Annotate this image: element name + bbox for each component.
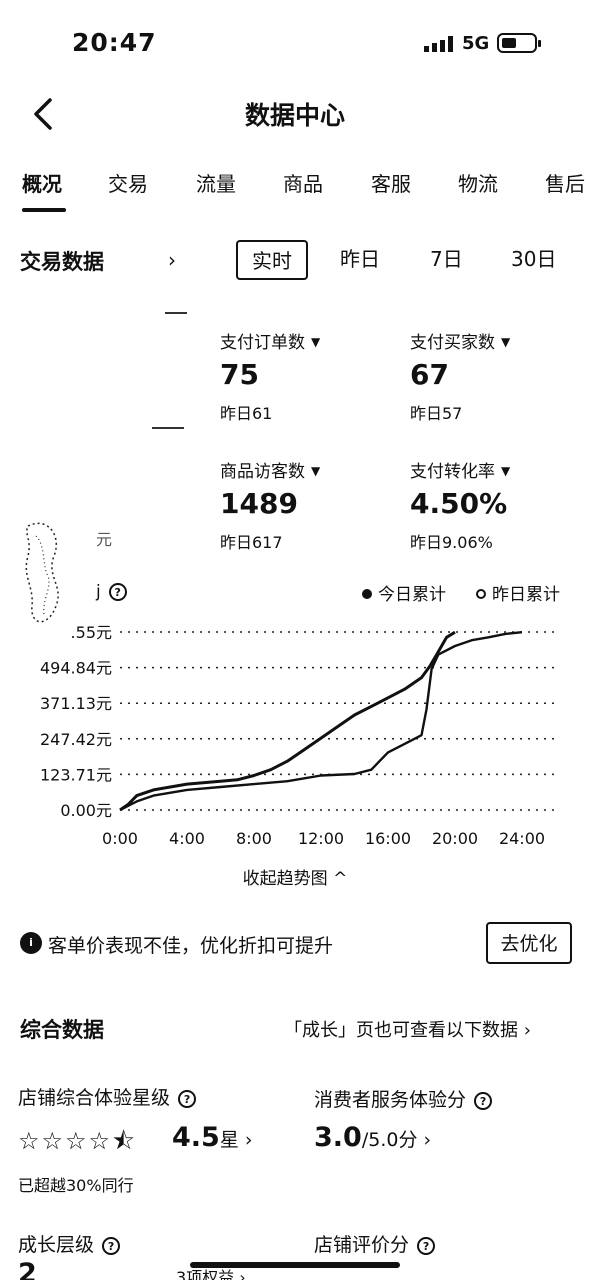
active-tab-indicator — [22, 208, 66, 212]
series-line-yesterday — [119, 631, 523, 812]
legend-today: 今日累计 — [362, 580, 446, 605]
metric-sub-conversion: 昨日9.06% — [410, 533, 493, 552]
x-tick-label: 4:00 — [169, 829, 205, 848]
collapse-chart-button[interactable]: 收起趋势图 ^ — [242, 869, 348, 889]
tab-bar: 概况 交易 流量 商品 客服 物流 售后 — [0, 164, 590, 216]
x-tick-label: 12:00 — [298, 829, 344, 848]
overview-title: 综合数据 — [20, 1018, 104, 1042]
tab-customer-service[interactable]: 客服 — [371, 172, 411, 196]
growth-level-value: 2 — [18, 1258, 37, 1280]
x-tick-label: 0:00 — [102, 829, 138, 848]
divider — [152, 427, 184, 429]
status-time: 20:47 — [72, 28, 157, 57]
y-tick-label: 123.71元 — [40, 765, 112, 784]
metric-sub-orders: 昨日61 — [220, 404, 273, 423]
redacted-scribble — [25, 522, 59, 623]
y-tick-label: 371.13元 — [40, 694, 112, 713]
range-7day-button[interactable]: 7日 — [430, 247, 463, 271]
store-rating-note: 已超越30%同行 — [18, 1176, 134, 1195]
metric-value-orders: 75 — [220, 358, 259, 391]
page-title: 数据中心 — [244, 101, 345, 130]
y-tick-label: 0.00元 — [60, 801, 112, 820]
tip-text: 客单价表现不佳，优化折扣可提升 — [48, 935, 334, 957]
trade-data-title[interactable]: 交易数据 — [20, 250, 104, 274]
metric-value-buyers: 67 — [410, 358, 449, 391]
help-icon[interactable]: ? — [417, 1237, 436, 1255]
chart-title-partial: j? — [96, 582, 127, 602]
y-tick-label: .55元 — [71, 623, 112, 642]
info-icon: i — [20, 932, 42, 954]
metric-value-visitors: 1489 — [220, 487, 298, 520]
trade-data-chevron-icon[interactable]: › — [168, 248, 176, 272]
help-icon[interactable]: ? — [102, 1237, 121, 1255]
back-arrow-icon[interactable] — [28, 94, 62, 134]
tab-traffic[interactable]: 流量 — [196, 172, 236, 196]
rating-stars: ☆☆☆☆⯪ — [18, 1127, 137, 1155]
partial-unit-label: 元 — [96, 530, 113, 549]
help-icon[interactable]: ? — [108, 583, 127, 601]
range-yesterday-button[interactable]: 昨日 — [340, 247, 380, 271]
battery-icon — [497, 33, 541, 53]
growth-benefits-link[interactable]: 3项权益 › — [176, 1268, 246, 1280]
x-tick-label: 8:00 — [236, 829, 272, 848]
tab-trade[interactable]: 交易 — [108, 172, 148, 196]
y-tick-label: 247.42元 — [40, 730, 112, 749]
trend-chart: .55元 494.84元 371.13元 247.42元 123.71元 0.00元 0:0… — [40, 623, 556, 848]
tab-overview[interactable]: 概况 — [22, 172, 62, 196]
legend-today-dot-icon — [362, 589, 372, 599]
metric-label-orders[interactable]: 支付订单数 ▼ — [220, 333, 321, 353]
range-30day-button[interactable]: 30日 — [511, 247, 557, 271]
network-label: 5G — [462, 33, 490, 54]
store-rating-value[interactable]: 4.5星 › — [172, 1122, 253, 1153]
consumer-score-label: 消费者服务体验分? — [314, 1085, 493, 1112]
optimize-button[interactable]: 去优化 — [486, 922, 572, 964]
store-score-label: 店铺评价分? — [314, 1230, 436, 1257]
help-icon[interactable]: ? — [178, 1090, 197, 1108]
range-realtime-button[interactable]: 实时 — [236, 240, 308, 280]
home-indicator — [190, 1262, 400, 1268]
tab-products[interactable]: 商品 — [283, 172, 323, 196]
metric-sub-buyers: 昨日57 — [410, 404, 463, 423]
signal-icon — [424, 36, 453, 52]
legend-yesterday-dot-icon — [476, 589, 486, 599]
metric-label-visitors[interactable]: 商品访客数 ▼ — [220, 462, 321, 482]
metric-sub-visitors: 昨日617 — [220, 533, 283, 552]
consumer-score-value[interactable]: 3.0/5.0分 › — [314, 1122, 432, 1153]
help-icon[interactable]: ? — [474, 1092, 493, 1110]
x-tick-label: 20:00 — [432, 829, 478, 848]
divider — [165, 312, 187, 314]
metric-value-conversion: 4.50% — [410, 487, 508, 520]
series-line-today — [119, 630, 456, 812]
tab-logistics[interactable]: 物流 — [458, 172, 498, 196]
legend-yesterday: 昨日累计 — [476, 580, 560, 605]
metric-label-conversion[interactable]: 支付转化率 ▼ — [410, 462, 511, 482]
metric-label-buyers[interactable]: 支付买家数 ▼ — [410, 333, 511, 353]
growth-page-link[interactable]: 「成长」页也可查看以下数据 › — [284, 1020, 531, 1041]
y-tick-label: 494.84元 — [40, 659, 112, 678]
store-rating-label: 店铺综合体验星级? — [18, 1083, 197, 1110]
x-tick-label: 24:00 — [499, 829, 545, 848]
x-tick-label: 16:00 — [365, 829, 411, 848]
growth-level-label: 成长层级? — [18, 1230, 121, 1257]
tab-after-sales[interactable]: 售后 — [545, 172, 585, 196]
